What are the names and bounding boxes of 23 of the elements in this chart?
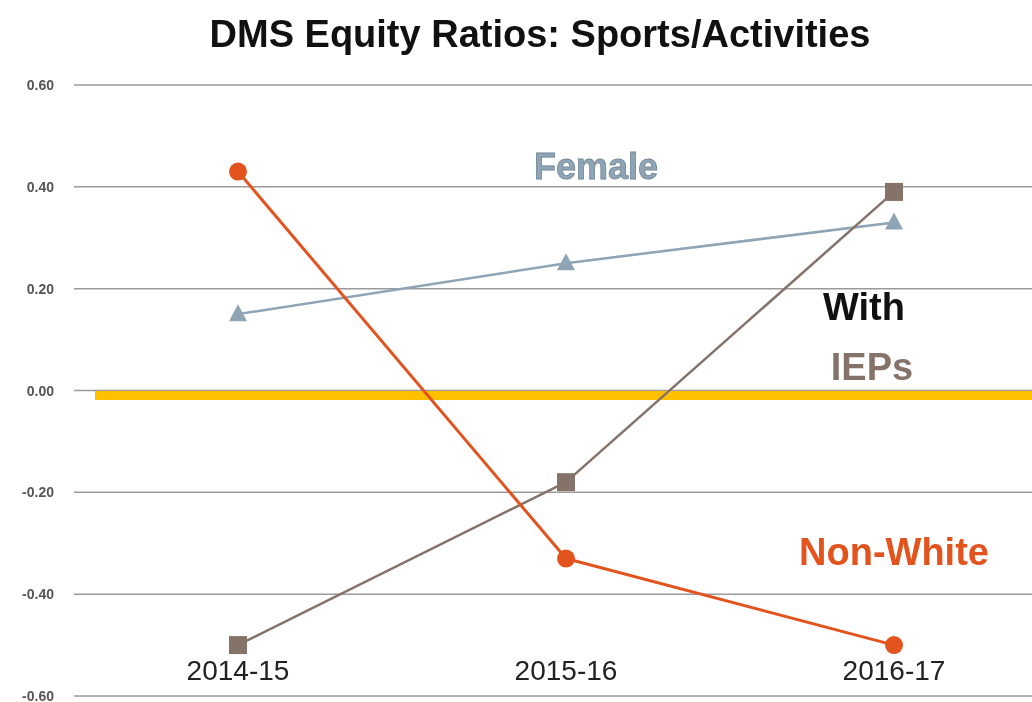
- series-label: With IEPs: [823, 285, 914, 388]
- point: [885, 212, 903, 230]
- y-tick-label: 0.40: [26, 178, 55, 195]
- point: [557, 549, 575, 568]
- point: [229, 162, 247, 181]
- x-tick-label: 2015-16: [514, 655, 618, 686]
- y-tick-label: -0.40: [22, 586, 55, 603]
- y-tick-label: 0.20: [26, 280, 55, 297]
- x-tick-label: 2014-15: [186, 655, 290, 686]
- point: [557, 473, 575, 492]
- y-tick-label: -0.20: [22, 484, 55, 501]
- y-tick-label: 0.60: [26, 77, 55, 93]
- series-label: Non-White: [799, 531, 989, 574]
- point: [229, 304, 247, 322]
- series-label: Female: [533, 146, 659, 188]
- point: [885, 182, 903, 201]
- y-tick-label: -0.60: [22, 688, 55, 702]
- point: [229, 636, 247, 655]
- chart-title: DMS Equity Ratios: Sports/Activities: [209, 13, 871, 55]
- point: [557, 253, 575, 271]
- point: [885, 636, 903, 655]
- y-tick-label: 0.00: [26, 382, 55, 399]
- x-tick-label: 2016-17: [842, 655, 946, 686]
